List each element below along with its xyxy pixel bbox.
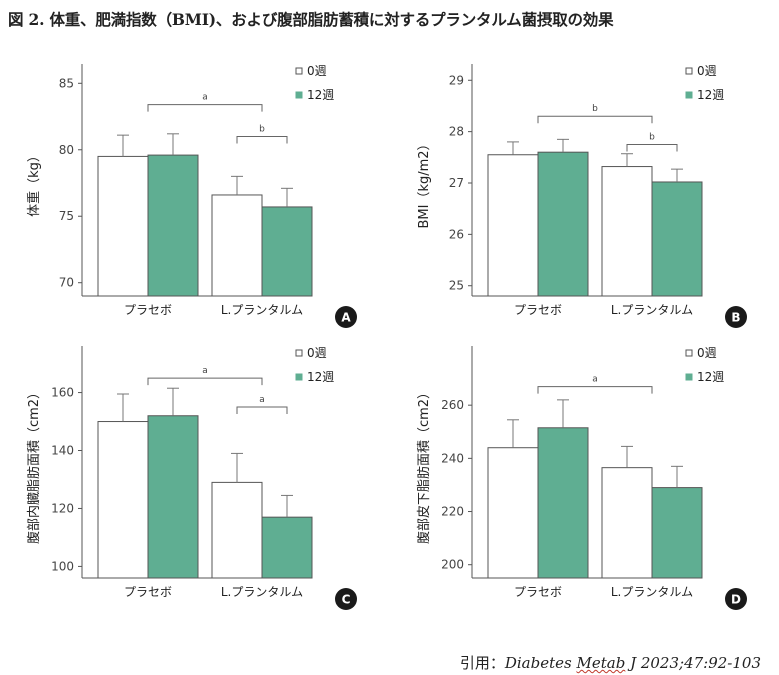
panel-d-ytick-label: 260 — [441, 398, 464, 412]
chart-d-svg: 200 220 240 260 腹部皮下脂肪面積（cm2） プラセボ L.プランタルム a 0週… — [416, 346, 747, 610]
panel-b-ylabel: BMI（kg/m2） — [417, 137, 432, 228]
panel-a-ytick-label: 70 — [59, 276, 74, 290]
panel-d-category-label: L.プランタルム — [611, 585, 693, 599]
panel-c-legend-swatch-week0 — [295, 349, 303, 357]
panel-c-sig-bracket — [147, 377, 263, 386]
panel-d-ylabel: 腹部皮下脂肪面積（cm2） — [416, 386, 432, 544]
panel-d-legend-label-week12: 12週 — [697, 370, 724, 384]
panel-c-bar-week0-0 — [97, 421, 149, 579]
panel-c-legend-swatch-week12 — [295, 373, 303, 381]
panel-b-sig-bracket — [537, 115, 653, 124]
panel-d: 200 220 240 260 腹部皮下脂肪面積（cm2） プラセボ L.プランタルム a 0週… — [390, 330, 762, 640]
panel-b-category-label: プラセボ — [514, 303, 562, 317]
panel-c-category-label: L.プランタルム — [221, 585, 303, 599]
panel-a-letter: A — [341, 311, 351, 325]
panel-a-bar-week12-0 — [147, 154, 199, 297]
panel-a-sig-label: b — [259, 124, 265, 134]
panel-d-legend-label-week0: 0週 — [697, 346, 717, 360]
panel-a-letter-badge — [335, 306, 357, 328]
panel-d-bar-week12-1 — [651, 487, 703, 579]
panel-b-sig-bracket — [626, 143, 678, 152]
panel-a-legend-swatch-week0 — [295, 67, 303, 75]
panel-b-bar-week0-0 — [487, 154, 539, 297]
panel-c-ytick-label: 120 — [51, 501, 74, 515]
panel-a-ylabel: 体重（kg） — [26, 149, 42, 217]
panel-d-bar-week0-1 — [601, 467, 653, 579]
panel-b-letter: B — [731, 311, 740, 325]
panel-c-ytick-label: 140 — [51, 444, 74, 458]
panel-b-bar-week0-1 — [601, 166, 653, 297]
panel-a-legend-swatch-week12 — [295, 91, 303, 99]
chart-a-svg: 70 75 80 85 体重（kg） プラセボ L.プランタルム a b 0週 12週 A — [26, 64, 357, 328]
panel-d-letter-badge — [725, 588, 747, 610]
panel-b-sig-label: b — [649, 132, 655, 142]
citation-journal-a: Diabetes — [504, 654, 577, 672]
panel-a-ytick-label: 85 — [59, 76, 74, 90]
panel-d-bar-week12-0 — [537, 427, 589, 579]
panel-d-category-label: プラセボ — [514, 585, 562, 599]
panel-b-letter-badge — [725, 306, 747, 328]
panel-b-ytick-label: 29 — [449, 73, 464, 87]
panel-b-legend-label-week12: 12週 — [697, 88, 724, 102]
panel-d-ytick-label: 240 — [441, 451, 464, 465]
panel-a-bar-week0-1 — [211, 194, 263, 297]
panel-a-category-label: L.プランタルム — [221, 303, 303, 317]
panel-c-bar-week12-0 — [147, 415, 199, 579]
panel-d-ytick-label: 200 — [441, 558, 464, 572]
panel-c-sig-label: a — [202, 366, 208, 376]
panel-b-ytick-label: 26 — [449, 227, 464, 241]
panel-d-legend-swatch-week12 — [685, 373, 693, 381]
panel-b-legend-swatch-week0 — [685, 67, 693, 75]
panel-d-sig-label: a — [592, 375, 598, 385]
panel-c-sig-bracket — [236, 406, 288, 415]
panel-c-sig-label: a — [259, 395, 265, 405]
panel-b-ytick-label: 25 — [449, 279, 464, 293]
panel-b-ytick-label: 27 — [449, 176, 464, 190]
panel-b-ytick-label: 28 — [449, 125, 464, 139]
panel-a-ytick-label: 75 — [59, 209, 74, 223]
panel-a-bar-week0-0 — [97, 155, 149, 297]
panel-c-bar-week0-1 — [211, 481, 263, 579]
panel-c-letter: C — [342, 593, 351, 607]
panel-a: 70 75 80 85 体重（kg） プラセボ L.プランタルム a b 0週 12週 A — [0, 48, 372, 358]
panel-c-ytick-label: 160 — [51, 386, 74, 400]
panel-c-ytick-label: 100 — [51, 559, 74, 573]
panel-c-legend-label-week12: 12週 — [307, 370, 334, 384]
panel-a-bar-week12-1 — [261, 206, 313, 297]
chart-c-svg: 100 120 140 160 腹部内臓脂肪面積（cm2） プラセボ L.プランタルム a a 0… — [26, 346, 357, 610]
panel-a-category-label: プラセボ — [124, 303, 172, 317]
panel-a-legend-label-week0: 0週 — [307, 64, 327, 78]
panel-c: 100 120 140 160 腹部内臓脂肪面積（cm2） プラセボ L.プランタルム a a 0… — [0, 330, 372, 640]
panel-d-sig-bracket — [537, 386, 653, 394]
citation-journal-b: Metab — [576, 654, 626, 672]
panel-d-letter: D — [731, 593, 741, 607]
panel-a-sig-bracket — [236, 135, 288, 144]
chart-b-svg: 25 26 27 28 29 BMI（kg/m2） プラセボ L.プランタルム b b 0週 12週 B — [417, 64, 747, 328]
panel-b-bar-week12-0 — [537, 151, 589, 297]
panel-b-legend-swatch-week12 — [685, 91, 693, 99]
citation-prefix: 引用： — [459, 654, 505, 672]
citation: 引用：Diabetes Metab J 2023;47:92-103 — [460, 652, 761, 673]
figure-title: 図 2. 体重、肥満指数（BMI)、および腹部脂肪蓄積に対するプランタルム菌摂取… — [8, 10, 614, 29]
panel-b: 25 26 27 28 29 BMI（kg/m2） プラセボ L.プランタルム b b 0週 12週 B — [390, 48, 762, 358]
panel-b-bar-week12-1 — [651, 181, 703, 297]
panel-c-category-label: プラセボ — [124, 585, 172, 599]
panel-c-ylabel: 腹部内臓脂肪面積（cm2） — [26, 386, 42, 544]
panel-c-legend-label-week0: 0週 — [307, 346, 327, 360]
panel-d-legend-swatch-week0 — [685, 349, 693, 357]
panel-a-ytick-label: 80 — [59, 143, 74, 157]
panel-b-legend-label-week0: 0週 — [697, 64, 717, 78]
panel-d-ytick-label: 220 — [441, 505, 464, 519]
panel-b-category-label: L.プランタルム — [611, 303, 693, 317]
panel-c-letter-badge — [335, 588, 357, 610]
panel-a-sig-label: a — [202, 93, 208, 103]
panel-a-sig-bracket — [147, 104, 263, 112]
panel-d-bar-week0-0 — [487, 447, 539, 579]
panel-c-bar-week12-1 — [261, 516, 313, 579]
panel-a-legend-label-week12: 12週 — [307, 88, 334, 102]
panel-b-sig-label: b — [592, 104, 598, 114]
citation-journal-c: J 2023;47:92-103 — [625, 654, 761, 672]
